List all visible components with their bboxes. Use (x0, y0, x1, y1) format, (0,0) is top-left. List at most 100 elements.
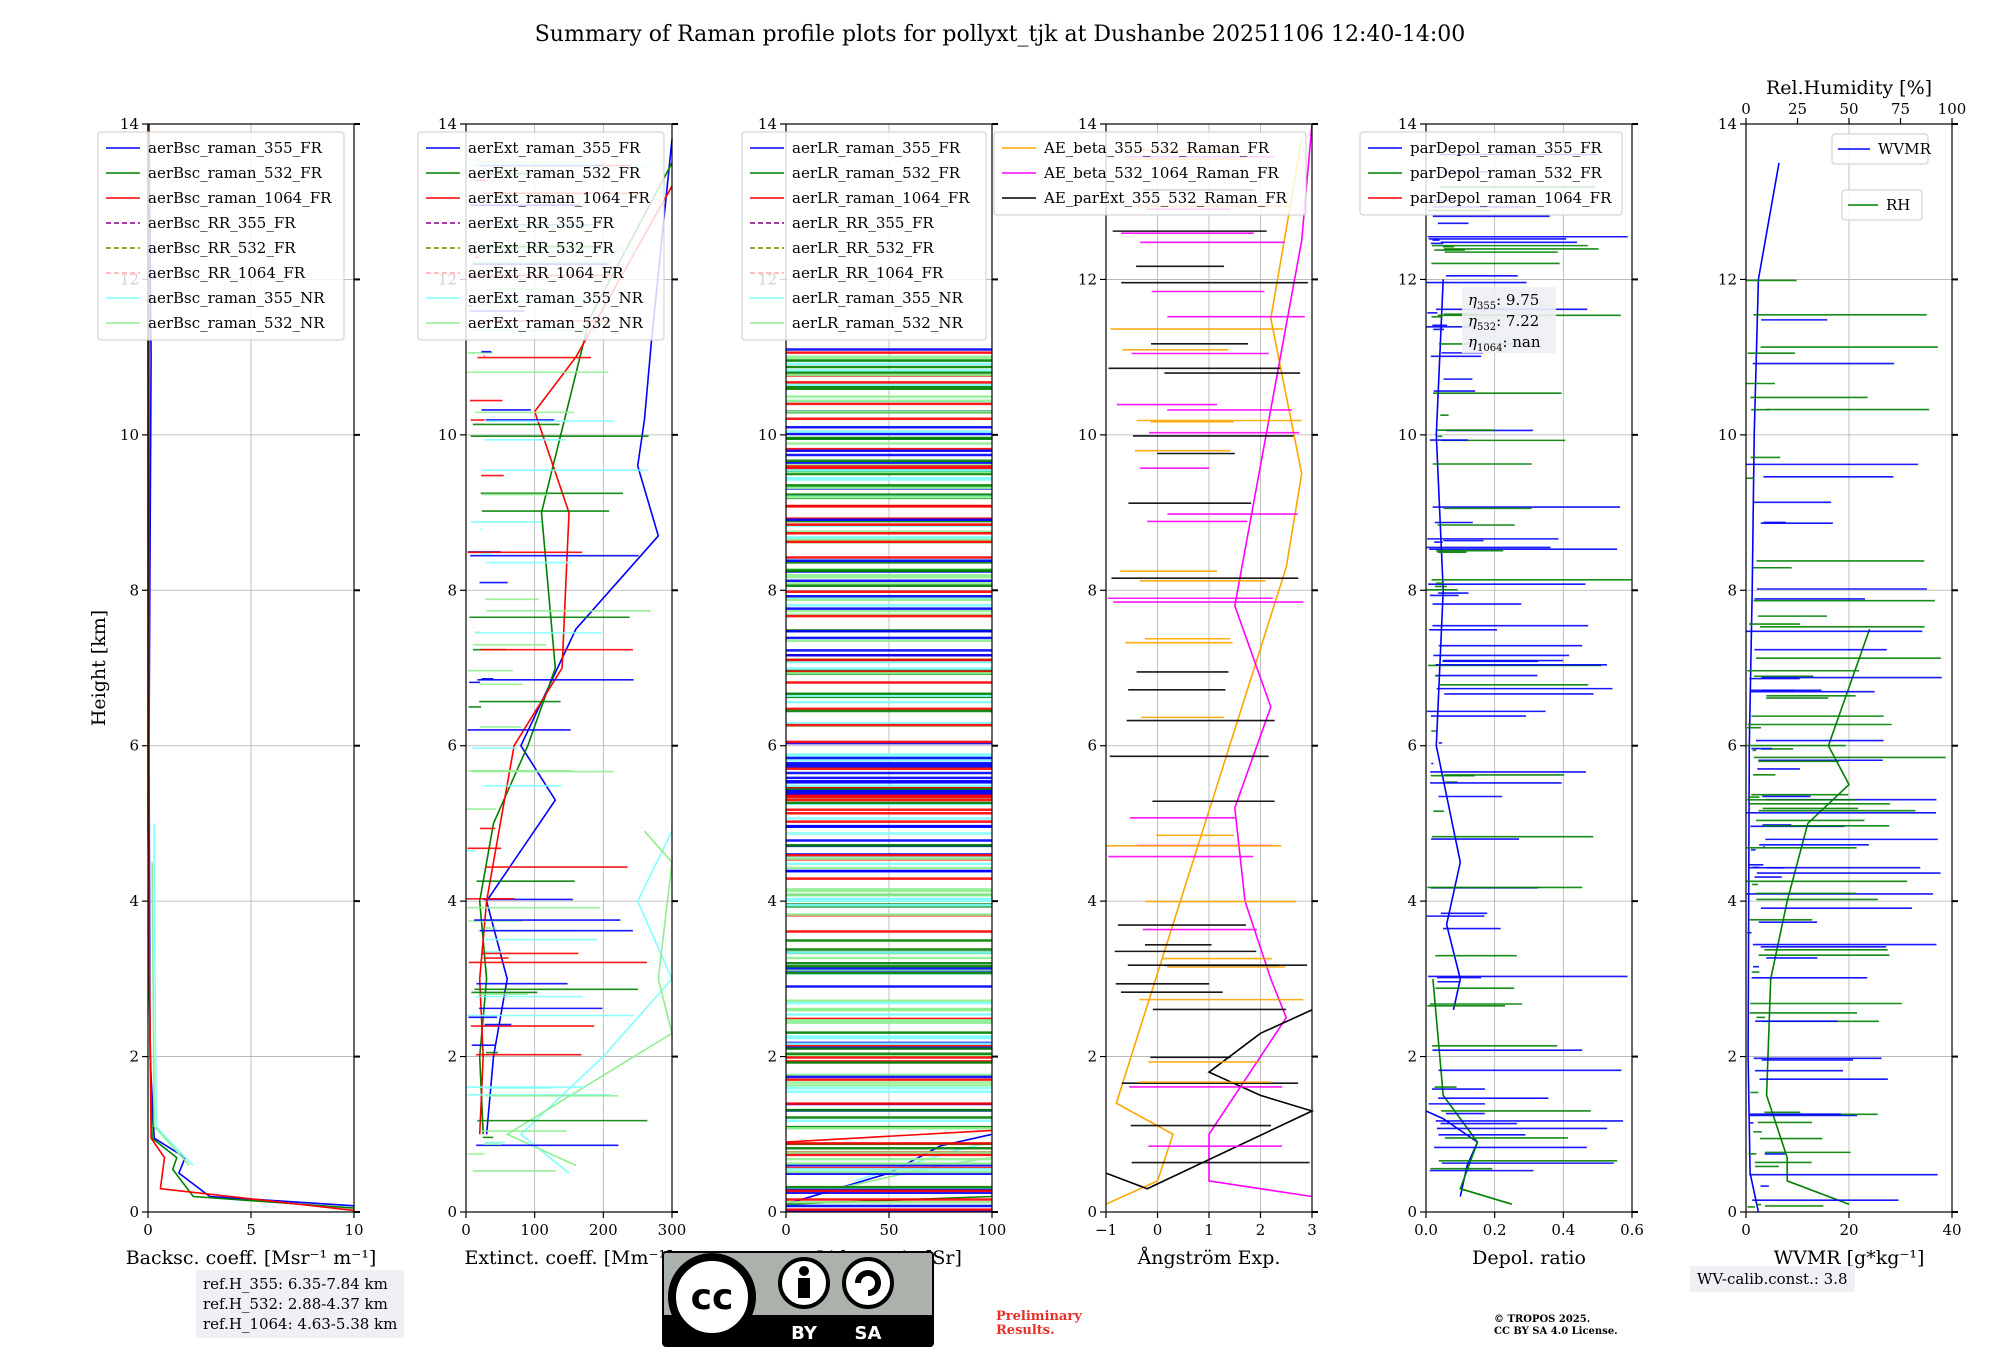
x-axis-label: WVMR [g*kg⁻¹] (1774, 1247, 1925, 1269)
y-tick-label: 10 (1398, 426, 1417, 444)
chart-panel-1: 024681012140510Backsc. coeff. [Msr⁻¹ m⁻¹… (97, 115, 376, 1269)
y-tick-label: 6 (1727, 737, 1737, 755)
top-tick-label: 0 (1741, 100, 1751, 118)
series-aerBsc_raman_355_FR (148, 123, 355, 1207)
y-tick-label: 6 (447, 737, 457, 755)
top-axis-label: Rel.Humidity [%] (1766, 77, 1932, 99)
legend-label: aerLR_raman_355_NR (792, 289, 963, 307)
legend: aerExt_raman_355_FR aerExt_raman_532_FRae… (417, 131, 665, 341)
x-tick-label: 1 (1204, 1221, 1214, 1239)
series-parDepol_raman_532_FR (1432, 978, 1513, 1205)
annotation-line: η532: 7.22 (1468, 312, 1539, 333)
x-tick-label: 5 (246, 1221, 256, 1239)
chart-panel-2: 024681012140100200300Extinct. coeff. [Mm… (417, 115, 687, 1269)
ref-height-532: ref.H_532: 2.88-4.37 km (203, 1295, 388, 1313)
legend: aerBsc_raman_355_FR aerBsc_raman_532_FRae… (97, 131, 345, 341)
legend-label: parDepol_raman_355_FR (1410, 139, 1603, 157)
x-tick-label: −1 (1095, 1221, 1117, 1239)
x-axis-label: Depol. ratio (1472, 1247, 1586, 1269)
y-tick-label: 2 (1727, 1048, 1737, 1066)
legend-label: aerExt_RR_1064_FR (468, 264, 624, 282)
figure-title: Summary of Raman profile plots for polly… (534, 22, 1466, 47)
legend-label: aerLR_RR_1064_FR (792, 264, 944, 282)
y-tick-label: 0 (1407, 1203, 1417, 1221)
legend-label: aerLR_raman_532_NR (792, 314, 963, 332)
y-tick-label: 2 (767, 1048, 777, 1066)
legend-label: aerLR_RR_355_FR (792, 214, 934, 232)
top-tick-label: 25 (1788, 100, 1807, 118)
y-tick-label: 0 (447, 1203, 457, 1221)
legend-label: aerExt_raman_532_NR (468, 314, 644, 332)
copyright-line-1: © TROPOS 2025. (1494, 1314, 1591, 1325)
y-tick-label: 10 (1718, 426, 1737, 444)
x-tick-label: 3 (1307, 1221, 1317, 1239)
y-tick-label: 4 (1727, 892, 1737, 910)
legend-label: parDepol_raman_532_FR (1410, 164, 1603, 182)
x-tick-label: 0 (781, 1221, 791, 1239)
legend-box (1841, 189, 1923, 221)
x-axis-label: Extinct. coeff. [Mm⁻¹] (464, 1247, 673, 1269)
y-tick-label: 6 (767, 737, 777, 755)
y-tick-label: 10 (758, 426, 777, 444)
wv-calibration-box: WV-calib.const.: 3.8 (1690, 1266, 1855, 1292)
legend-box (993, 131, 1307, 216)
y-tick-label: 8 (129, 581, 139, 599)
legend-label: aerBsc_RR_355_FR (148, 214, 296, 232)
series-aerBsc_raman_355_NR (153, 823, 194, 1166)
y-tick-label: 0 (1727, 1203, 1737, 1221)
x-tick-label: 0.4 (1551, 1221, 1575, 1239)
series-aerBsc_raman_532_NR (151, 862, 190, 1166)
legend-label: aerLR_raman_532_FR (792, 164, 961, 182)
x-tick-label: 0.2 (1483, 1221, 1507, 1239)
y-tick-label: 10 (1078, 426, 1097, 444)
ref-height-355: ref.H_355: 6.35-7.84 km (203, 1275, 388, 1293)
cc-by-sa-badge-icon: cc BY SA (662, 1251, 934, 1347)
y-tick-label: 0 (767, 1203, 777, 1221)
top-tick-label: 100 (1938, 100, 1967, 118)
y-tick-label: 4 (1407, 892, 1417, 910)
legend-label: AE_parExt_355_532_Raman_FR (1043, 189, 1288, 207)
y-tick-label: 8 (1087, 581, 1097, 599)
series-parDepol_raman_355_FR_upper (1435, 279, 1462, 1011)
x-tick-label: 20 (1839, 1221, 1858, 1239)
legend-box (417, 131, 665, 341)
y-tick-label: 8 (447, 581, 457, 599)
y-tick-label: 12 (1718, 270, 1737, 288)
legend: AE_beta_355_532_Raman_FR AE_beta_532_1064… (993, 131, 1307, 216)
y-tick-label: 0 (1087, 1203, 1097, 1221)
y-tick-label: 14 (1398, 115, 1417, 133)
legend-label: aerExt_raman_1064_FR (468, 189, 650, 207)
x-axis-label: Ångström Exp. (1137, 1247, 1281, 1269)
x-tick-label: 40 (1942, 1221, 1961, 1239)
chart-panel-5: 0 2 4 6 8 10 12 14 0.0 0.2 0.4 0.6 Depol. ratio parDe… (1359, 115, 1644, 1269)
x-tick-label: 0 (461, 1221, 471, 1239)
legend-label: aerBsc_raman_532_FR (148, 164, 323, 182)
x-tick-label: 200 (589, 1221, 618, 1239)
axes-frame (1105, 123, 1313, 1213)
legend-box (97, 131, 345, 341)
x-tick-label: 300 (658, 1221, 687, 1239)
axes-frame (147, 123, 355, 1213)
legend-box (741, 131, 987, 341)
reference-heights-box: ref.H_355: 6.35-7.84 km ref.H_532: 2.88-… (196, 1270, 405, 1338)
legend-label: RH (1886, 196, 1910, 214)
y-tick-label: 6 (129, 737, 139, 755)
legend-label: aerBsc_raman_532_NR (148, 314, 325, 332)
x-tick-label: 0.6 (1620, 1221, 1644, 1239)
preliminary-line-1: Preliminary (996, 1309, 1082, 1324)
x-tick-label: 100 (520, 1221, 549, 1239)
y-tick-label: 8 (1407, 581, 1417, 599)
axes-frame (1425, 123, 1633, 1213)
legend-label: aerExt_RR_355_FR (468, 214, 615, 232)
y-tick-label: 0 (129, 1203, 139, 1221)
legend: parDepol_raman_355_FR parDepol_raman_532_… (1359, 131, 1623, 216)
ref-height-1064: ref.H_1064: 4.63-5.38 km (203, 1315, 398, 1333)
preliminary-line-2: Results. (996, 1323, 1055, 1338)
y-tick-label: 8 (1727, 581, 1737, 599)
legend-label: aerBsc_RR_1064_FR (148, 264, 306, 282)
series-RH (1765, 628, 1871, 1205)
y-tick-label: 4 (767, 892, 777, 910)
legend-box (1831, 133, 1929, 165)
